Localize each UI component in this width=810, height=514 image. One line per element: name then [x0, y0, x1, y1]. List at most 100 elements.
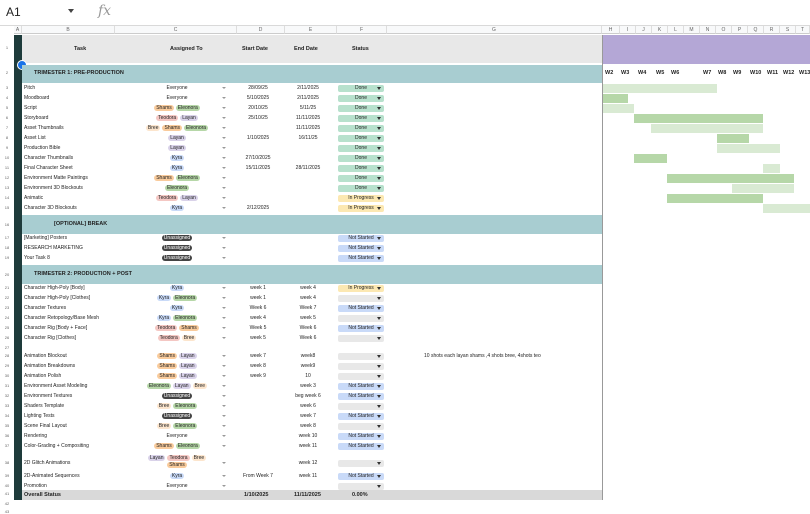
- task-name[interactable]: Your Task 8: [24, 255, 50, 261]
- assignee-chips[interactable]: Teodora Layan: [137, 195, 217, 201]
- end-date[interactable]: week 6: [300, 403, 316, 409]
- start-date[interactable]: 20/10/25: [248, 105, 268, 111]
- dropdown-arrow-icon[interactable]: [222, 337, 226, 339]
- status-dropdown[interactable]: [338, 373, 384, 380]
- row-number[interactable]: 42: [4, 501, 10, 506]
- dropdown-arrow-icon[interactable]: [222, 197, 226, 199]
- end-date[interactable]: week8: [300, 353, 316, 359]
- dropdown-arrow-icon[interactable]: [222, 385, 226, 387]
- end-date[interactable]: Week 6: [299, 335, 317, 341]
- assignee-chips[interactable]: Eleonora: [137, 185, 217, 191]
- row-number[interactable]: 26: [4, 335, 10, 340]
- row-number[interactable]: 1: [5, 45, 9, 50]
- assignee-chips[interactable]: Kyra: [137, 155, 217, 161]
- assignee-chips[interactable]: Unassigned: [137, 255, 217, 261]
- status-dropdown[interactable]: Done: [338, 135, 384, 142]
- start-date[interactable]: week 4: [250, 315, 266, 321]
- row-number[interactable]: 41: [4, 491, 10, 496]
- task-name[interactable]: Environment Textures: [24, 393, 73, 399]
- column-header[interactable]: M: [684, 26, 700, 34]
- task-name[interactable]: Animation Breakdowns: [24, 363, 76, 369]
- task-name[interactable]: Character Rig [Clothes]: [24, 335, 76, 341]
- task-name[interactable]: Promotion: [24, 483, 47, 489]
- end-date[interactable]: week 12: [298, 460, 318, 466]
- start-date[interactable]: week 5: [250, 335, 266, 341]
- task-name[interactable]: Character Textures: [24, 305, 67, 311]
- row-number[interactable]: 13: [4, 185, 10, 190]
- status-dropdown[interactable]: Not Started: [338, 255, 384, 262]
- task-name[interactable]: Lighting Tests: [24, 413, 55, 419]
- dropdown-arrow-icon[interactable]: [222, 127, 226, 129]
- task-name[interactable]: Pitch: [24, 85, 36, 91]
- task-name[interactable]: Color-Grading + Compositing: [24, 443, 89, 449]
- end-date[interactable]: week 8: [300, 423, 316, 429]
- status-dropdown[interactable]: Done: [338, 85, 384, 92]
- status-dropdown[interactable]: Not Started: [338, 235, 384, 242]
- end-date[interactable]: Week 6: [299, 325, 317, 331]
- assignee-chips[interactable]: Everyone: [137, 95, 217, 101]
- dropdown-arrow-icon[interactable]: [222, 375, 226, 377]
- status-dropdown[interactable]: Not Started: [338, 413, 384, 420]
- start-date[interactable]: 28/09/25: [248, 85, 268, 91]
- column-header[interactable]: F: [337, 26, 387, 34]
- task-name[interactable]: Environment 3D Blockouts: [24, 185, 83, 191]
- end-date[interactable]: 11/11/2025: [295, 115, 321, 121]
- note[interactable]: 10 shots each layan shams ,4 shots bree,…: [424, 353, 541, 359]
- assignee-chips[interactable]: Teodora Shams: [137, 325, 217, 331]
- dropdown-arrow-icon[interactable]: [222, 435, 226, 437]
- row-number[interactable]: 29: [4, 363, 10, 368]
- status-dropdown[interactable]: [338, 403, 384, 410]
- column-header[interactable]: H: [602, 26, 620, 34]
- start-date[interactable]: week 1: [250, 295, 266, 301]
- row-number[interactable]: 33: [4, 403, 10, 408]
- column-header[interactable]: C: [115, 26, 237, 34]
- row-number[interactable]: 16: [4, 222, 10, 227]
- status-dropdown[interactable]: In Progress: [338, 205, 384, 212]
- row-number[interactable]: 12: [4, 175, 10, 180]
- end-date[interactable]: 28/11/2025: [295, 165, 321, 171]
- task-name[interactable]: [Marketing] Posters: [24, 235, 68, 241]
- dropdown-arrow-icon[interactable]: [222, 257, 226, 259]
- row-number[interactable]: 25: [4, 325, 10, 330]
- start-date[interactable]: 25/10/25: [248, 115, 268, 121]
- end-date[interactable]: 11/11/2025: [295, 125, 321, 131]
- task-name[interactable]: Scene Final Layout: [24, 423, 67, 429]
- assignee-chips[interactable]: Unassigned: [137, 413, 217, 419]
- task-name[interactable]: 2D-Animated Sequences: [24, 473, 80, 479]
- dropdown-arrow-icon[interactable]: [222, 307, 226, 309]
- start-date[interactable]: 15/11/2025: [245, 165, 271, 171]
- task-name[interactable]: Storyboard: [24, 115, 49, 121]
- status-dropdown[interactable]: Not Started: [338, 383, 384, 390]
- status-dropdown[interactable]: Done: [338, 155, 384, 162]
- task-name[interactable]: Animation Polish: [24, 373, 62, 379]
- assignee-chips[interactable]: Bree Eleonora: [137, 403, 217, 409]
- column-header[interactable]: O: [716, 26, 732, 34]
- task-name[interactable]: Asset Thumbnails: [24, 125, 64, 131]
- task-name[interactable]: Character High-Poly [Clothes]: [24, 295, 91, 301]
- assignee-chips[interactable]: Shams Layan: [137, 373, 217, 379]
- status-dropdown[interactable]: In Progress: [338, 285, 384, 292]
- row-number[interactable]: 4: [5, 95, 9, 100]
- start-date[interactable]: Week 5: [249, 325, 267, 331]
- end-date[interactable]: week9: [300, 363, 316, 369]
- row-number[interactable]: 22: [4, 295, 10, 300]
- dropdown-arrow-icon[interactable]: [222, 415, 226, 417]
- row-number[interactable]: 27: [4, 345, 10, 350]
- end-date[interactable]: Week 7: [299, 305, 317, 311]
- start-date[interactable]: 1/10/2025: [246, 135, 270, 141]
- assignee-chips[interactable]: Layan: [137, 145, 217, 151]
- task-name[interactable]: Shaders Template: [24, 403, 65, 409]
- assignee-chips[interactable]: Kyra: [137, 205, 217, 211]
- assignee-chips[interactable]: Kyra Eleonora: [137, 295, 217, 301]
- row-number[interactable]: 18: [4, 245, 10, 250]
- task-name[interactable]: Character Thumbnails: [24, 155, 74, 161]
- dropdown-arrow-icon[interactable]: [222, 317, 226, 319]
- start-date[interactable]: From Week 7: [243, 473, 273, 479]
- column-header[interactable]: Q: [748, 26, 764, 34]
- start-date[interactable]: 27/10/2025: [245, 155, 271, 161]
- column-header[interactable]: L: [668, 26, 684, 34]
- dropdown-arrow-icon[interactable]: [222, 167, 226, 169]
- end-date[interactable]: week 5: [300, 315, 316, 321]
- start-date[interactable]: Week 6: [249, 305, 267, 311]
- task-name[interactable]: Final Character Sheet: [24, 165, 73, 171]
